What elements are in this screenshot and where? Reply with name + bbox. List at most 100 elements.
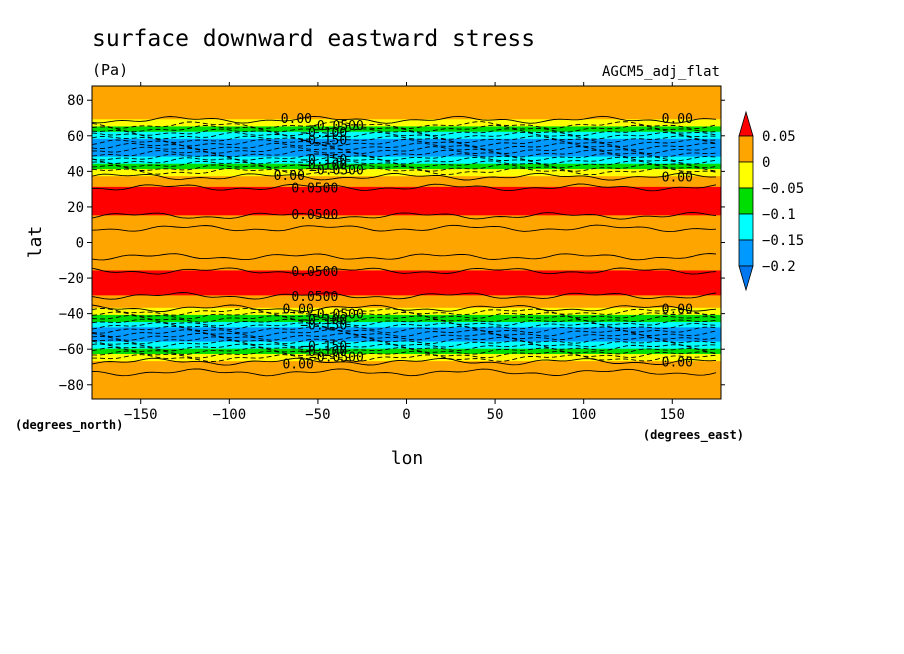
x-axis-label: lon bbox=[391, 448, 424, 469]
contour-line-dashed bbox=[92, 311, 717, 320]
chart-units: (Pa) bbox=[92, 61, 128, 79]
contour-line-dashed bbox=[92, 354, 717, 363]
contour-band bbox=[92, 186, 721, 217]
contour-band bbox=[92, 270, 721, 297]
contour-line-dashed bbox=[92, 329, 717, 338]
contour-line-dashed bbox=[92, 318, 717, 327]
y-tick-label: 80 bbox=[67, 93, 84, 109]
colorbar: 0.05 0 −0.05 −0.1 −0.15 −0.2 bbox=[738, 110, 804, 292]
x-axis: −150 −100 −50 0 50 100 150 bbox=[124, 82, 685, 423]
contour-band bbox=[92, 314, 721, 324]
contour-line-dashed bbox=[92, 332, 717, 341]
dataset-label: AGCM5_adj_flat bbox=[602, 64, 720, 80]
contour-line-dashed bbox=[92, 156, 717, 165]
contour-label: −0.150 bbox=[300, 153, 347, 168]
contour-line bbox=[92, 357, 717, 366]
contour-band bbox=[92, 361, 721, 399]
contour-band bbox=[92, 341, 721, 350]
contour-band bbox=[92, 86, 721, 121]
contour-label: −0.150 bbox=[300, 340, 347, 355]
contour-line-dashed bbox=[92, 146, 717, 154]
contour-label: 0.00 bbox=[282, 302, 313, 317]
x-tick-label: −50 bbox=[305, 407, 330, 423]
contour-label: −0.100 bbox=[300, 126, 347, 141]
contour-label: 0.0500 bbox=[291, 181, 338, 196]
contour-line-dashed bbox=[92, 131, 717, 140]
contour-band bbox=[92, 295, 721, 309]
colorbar-label: 0 bbox=[762, 155, 770, 171]
contour-line bbox=[92, 211, 717, 220]
y-tick-label: −60 bbox=[59, 342, 84, 358]
contour-band bbox=[92, 348, 721, 356]
contour-label: −0.150 bbox=[300, 133, 347, 148]
contour-line-dashed bbox=[92, 343, 717, 352]
x-axis-units: (degrees_east) bbox=[643, 428, 744, 443]
colorbar-swatch bbox=[738, 239, 754, 267]
contour-label: −0.100 bbox=[300, 158, 347, 173]
colorbar-swatch bbox=[738, 161, 754, 189]
contour-line-dashed bbox=[92, 325, 717, 334]
contour-line bbox=[92, 224, 717, 233]
contour-line-dashed bbox=[92, 307, 717, 316]
contour-line bbox=[92, 253, 717, 261]
y-axis: −80 −60 −40 −20 0 20 40 60 80 bbox=[59, 93, 725, 394]
y-tick-label: −80 bbox=[59, 378, 84, 394]
contour-line bbox=[92, 267, 717, 275]
contour-line bbox=[92, 304, 717, 313]
contour-band bbox=[92, 163, 721, 171]
colorbar-label: −0.05 bbox=[762, 181, 804, 197]
x-tick-label: 150 bbox=[660, 407, 685, 423]
y-axis-units: (degrees_north) bbox=[15, 418, 123, 433]
contour-label: 0.0500 bbox=[291, 208, 338, 223]
contour-label: 0.0500 bbox=[291, 265, 338, 280]
colorbar-label: −0.2 bbox=[762, 259, 796, 275]
contour-band bbox=[92, 322, 721, 329]
x-tick-label: 50 bbox=[487, 407, 504, 423]
contour-band bbox=[92, 131, 721, 140]
contour-line-dashed bbox=[92, 128, 717, 137]
y-tick-label: −40 bbox=[59, 307, 84, 323]
contour-line-dashed bbox=[92, 160, 717, 169]
y-tick-label: 40 bbox=[67, 164, 84, 180]
contour-label: 0.00 bbox=[281, 112, 312, 127]
contour-band bbox=[92, 215, 721, 272]
contour-line bbox=[92, 368, 717, 377]
contour-band bbox=[92, 156, 721, 165]
colorbar-swatch bbox=[738, 265, 754, 292]
contour-line bbox=[92, 172, 717, 181]
x-tick-label: −150 bbox=[124, 407, 158, 423]
y-tick-label: 0 bbox=[76, 236, 84, 252]
contour-band bbox=[92, 119, 721, 128]
contour-band bbox=[92, 138, 721, 158]
contour-line-dashed bbox=[92, 135, 717, 144]
chart-title: surface downward eastward stress bbox=[92, 26, 535, 52]
contour-line-dashed bbox=[92, 347, 717, 355]
contour-label: 0.0500 bbox=[291, 290, 338, 305]
contour-band bbox=[92, 354, 721, 363]
y-axis-label: lat bbox=[25, 226, 46, 259]
contour-label: 0.00 bbox=[662, 302, 693, 317]
contour-band bbox=[92, 126, 721, 133]
contour-label: −0.100 bbox=[300, 313, 347, 328]
contour-band bbox=[92, 327, 721, 343]
contour-label: 0.00 bbox=[662, 112, 693, 127]
contour-label: 0.00 bbox=[662, 171, 693, 186]
contour-label: −0.0500 bbox=[309, 164, 364, 179]
colorbar-swatch bbox=[738, 135, 754, 163]
contour-label: 0.00 bbox=[282, 357, 313, 372]
contour-line-dashed bbox=[92, 153, 717, 162]
contour-band bbox=[92, 169, 721, 178]
contour-band bbox=[92, 176, 721, 188]
contour-line-dashed bbox=[92, 163, 717, 172]
colorbar-label: 0.05 bbox=[762, 129, 796, 145]
contour-band bbox=[92, 307, 721, 316]
contour-line-dashed bbox=[92, 149, 717, 158]
x-tick-label: 0 bbox=[402, 407, 410, 423]
contour-label: −0.100 bbox=[300, 345, 347, 360]
contour-line-dashed bbox=[92, 167, 717, 176]
colorbar-swatch bbox=[738, 213, 754, 241]
colorbar-label: −0.1 bbox=[762, 207, 796, 223]
contour-line-dashed bbox=[92, 340, 717, 348]
y-tick-label: 60 bbox=[67, 129, 84, 145]
